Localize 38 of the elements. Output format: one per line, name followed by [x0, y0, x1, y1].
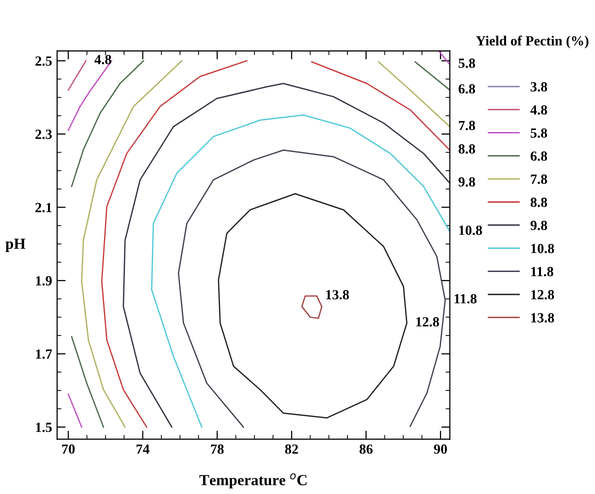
y-tick-label: 1.9: [36, 276, 52, 286]
legend-label: 7.8: [530, 174, 548, 184]
y-tick-label: 2.5: [35, 56, 52, 66]
legend-label: 12.8: [531, 290, 554, 300]
legend-label: 5.8: [530, 128, 548, 138]
x-tick-label: 74: [136, 444, 150, 454]
y-tick-label: 1.7: [36, 349, 52, 359]
x-tick-label: 70: [62, 444, 75, 454]
line-series: [178, 150, 446, 428]
annotation: 9.8: [458, 177, 476, 187]
line-series: [151, 114, 450, 428]
legend-label: 10.8: [531, 244, 554, 254]
legend-label: 13.8: [531, 313, 554, 323]
y-tick-label: 1.5: [36, 422, 52, 432]
annotation: 6.8: [458, 84, 476, 94]
annotation: 7.8: [458, 120, 476, 130]
y-tick-label: 2.1: [35, 202, 52, 212]
annotation: 5.8: [458, 58, 476, 68]
annotation: 11.8: [454, 294, 477, 304]
legend-label: 11.8: [531, 266, 554, 276]
annotation: 4.8: [94, 54, 112, 64]
annotation: 12.8: [416, 317, 440, 327]
legend-title: Yield of Pectin (%): [476, 36, 588, 48]
legend-label: 3.8: [530, 82, 548, 92]
x-tick-label: 86: [360, 444, 373, 454]
annotation: 13.8: [326, 290, 349, 300]
legend-label: 6.8: [530, 151, 548, 161]
x-tick-label: 82: [285, 444, 298, 454]
y-tick-label: 2.3: [35, 130, 52, 140]
x-tick-label: 78: [211, 444, 224, 454]
annotation: 10.8: [459, 226, 482, 236]
x-tick-label: 90: [434, 444, 447, 454]
x-axis-title: Temperature $^{o}$C: [199, 473, 306, 488]
legend-label: 8.8: [530, 198, 548, 208]
annotation: 8.8: [458, 144, 476, 154]
legend-label: 9.8: [530, 220, 548, 230]
legend-label: 4.8: [530, 105, 548, 115]
y-axis-title: pH: [5, 238, 26, 252]
